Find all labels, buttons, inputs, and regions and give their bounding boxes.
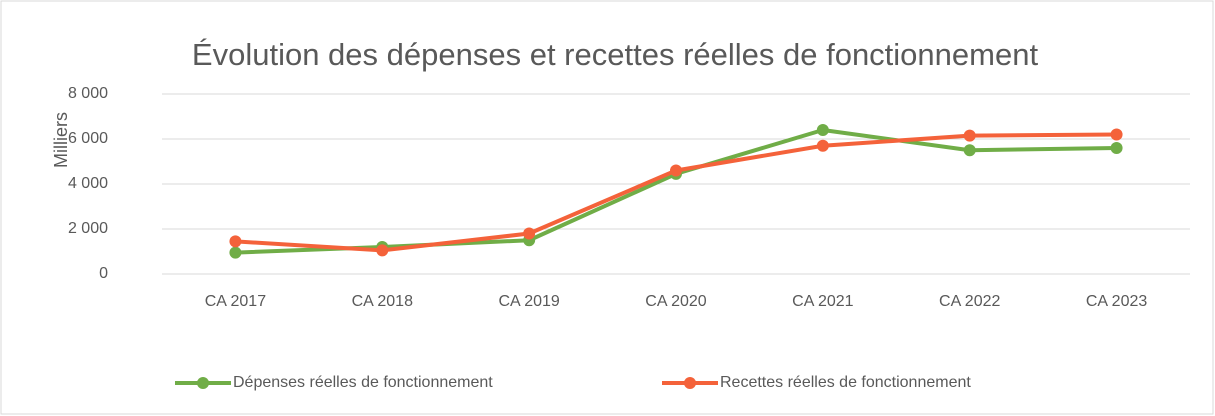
data-point [963,129,976,142]
y-tick-label: 8 000 [68,85,108,102]
data-point [816,139,829,152]
data-point [376,244,389,257]
data-point [229,246,242,259]
data-point [816,124,829,136]
data-point [1110,128,1123,141]
x-tick-label: CA 2020 [645,293,706,310]
y-tick-label: 0 [99,265,108,282]
x-tick-label: CA 2022 [939,293,1000,310]
legend-label: Recettes réelles de fonctionnement [720,374,971,391]
y-axis-title: Milliers [51,112,71,168]
y-tick-label: 6 000 [68,130,108,147]
data-point [1110,142,1123,154]
x-tick-label: CA 2018 [352,293,413,310]
x-tick-label: CA 2019 [498,293,559,310]
data-point [670,164,682,177]
y-tick-label: 2 000 [68,220,108,237]
x-tick-label: CA 2017 [205,293,266,310]
chart-title: Évolution des dépenses et recettes réell… [192,37,1039,72]
x-tick-label: CA 2023 [1086,293,1147,310]
legend-marker [197,377,209,389]
y-tick-label: 4 000 [68,175,108,192]
data-point [963,144,976,157]
legend-label: Dépenses réelles de fonctionnement [233,374,493,391]
legend-marker [684,377,696,389]
data-point [523,227,536,240]
data-point [229,235,242,248]
x-tick-label: CA 2021 [792,293,853,310]
